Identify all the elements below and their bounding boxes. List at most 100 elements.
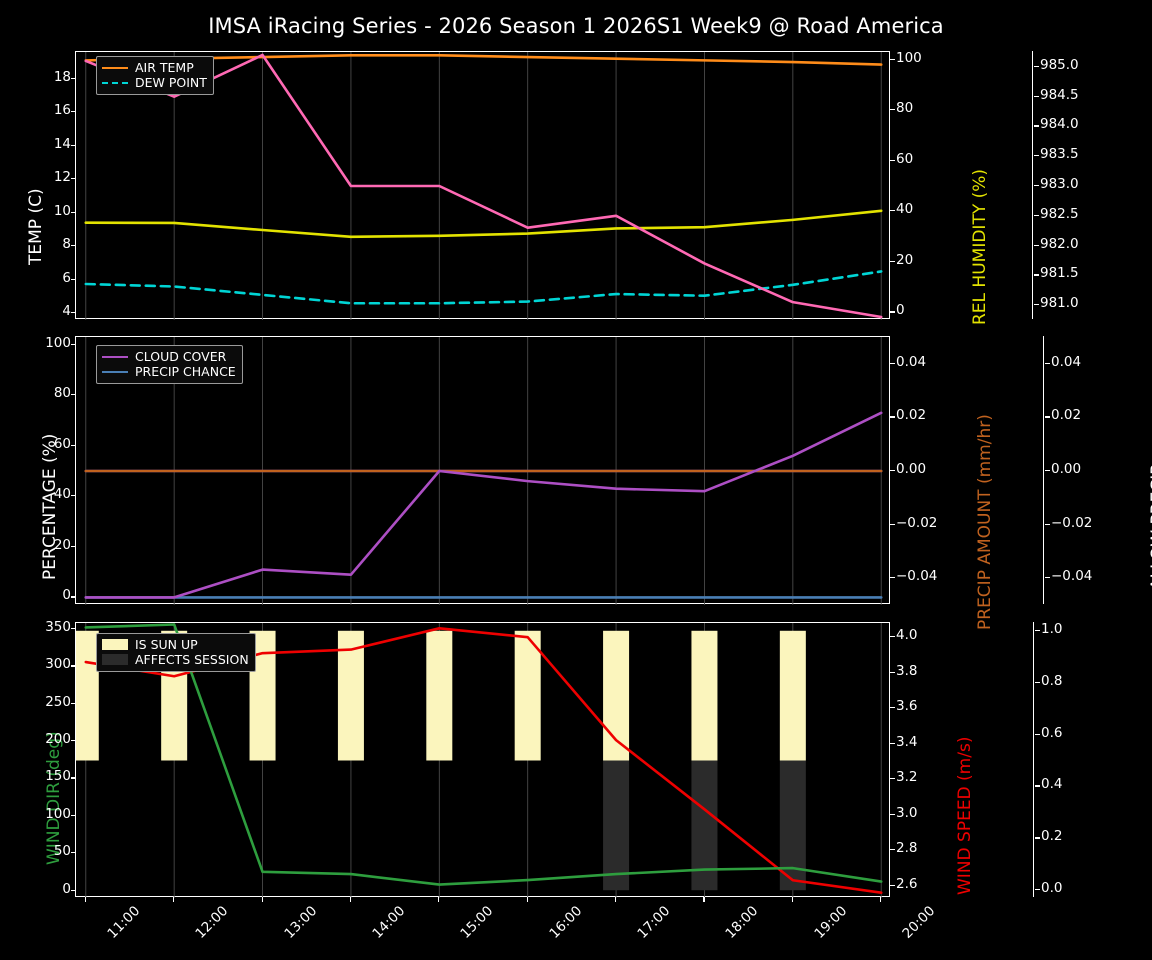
- legend-item-dew-point[interactable]: DEW POINT: [102, 75, 207, 90]
- tick-mark: [890, 778, 895, 780]
- tick-mark: [890, 362, 895, 364]
- x-axis-tick-labels: 11:00 12:00 13:00 14:00 15:00 16:00 17:00 18:00…: [0, 897, 1152, 957]
- tick-mark: [1045, 523, 1050, 525]
- tick-label: 0.00: [1051, 461, 1082, 477]
- tick-label: 8: [62, 236, 71, 253]
- tick-mark: [890, 707, 895, 709]
- tick-mark: [71, 852, 76, 854]
- tick-label: 50: [53, 843, 71, 860]
- x-tick-label: 17:00: [634, 903, 674, 942]
- tick-label: 10: [53, 202, 71, 219]
- legend-label-dew-point: DEW POINT: [135, 75, 207, 90]
- legend-item-air-temp[interactable]: AIR TEMP: [102, 60, 207, 75]
- x-tick-label: 16:00: [546, 903, 585, 942]
- tick-label: 20: [53, 536, 71, 553]
- tick-label: 2.6: [896, 875, 918, 892]
- tick-mark: [71, 814, 76, 816]
- tick-mark: [890, 470, 895, 472]
- tick-label: 6: [62, 269, 71, 286]
- tick-mark: [71, 144, 76, 146]
- tick-label: 982.0: [1040, 235, 1079, 252]
- tick-label: 0.02: [1051, 407, 1082, 424]
- tick-label: 4: [62, 303, 71, 320]
- tick-mark: [1034, 155, 1039, 157]
- tick-mark: [890, 416, 895, 418]
- tick-mark: [71, 545, 76, 548]
- tick-mark: [1034, 274, 1039, 276]
- tick-mark: [1035, 733, 1040, 735]
- legend-item-precip-chance[interactable]: PRECIP CHANCE: [102, 364, 236, 379]
- axis-label-wind-speed: WIND SPEED (m/s): [955, 736, 975, 895]
- tick-mark: [890, 523, 895, 525]
- tick-label: 2.8: [896, 840, 918, 857]
- legend-item-cloud-cover[interactable]: CLOUD COVER: [102, 349, 236, 364]
- legend-panel-cloud-precip[interactable]: CLOUD COVER PRECIP CHANCE: [96, 345, 243, 384]
- x-tick-label: 15:00: [457, 903, 497, 942]
- affects-session-patch-swatch: [102, 654, 128, 665]
- tick-mark: [1035, 837, 1040, 839]
- tick-mark: [890, 884, 895, 886]
- tick-mark: [1034, 95, 1039, 97]
- tick-label: 3.0: [896, 804, 918, 821]
- tick-label: 250: [45, 693, 71, 710]
- x-tick-mark: [84, 897, 86, 902]
- x-tick-mark: [615, 897, 617, 902]
- tick-mark: [1034, 185, 1039, 187]
- tick-label: 60: [896, 150, 914, 167]
- tick-label: 982.5: [1040, 205, 1079, 222]
- tick-mark: [890, 742, 895, 744]
- tick-label: 16: [53, 102, 71, 119]
- tick-mark: [1034, 244, 1039, 246]
- tick-label: 984.5: [1040, 86, 1079, 103]
- tick-mark: [71, 665, 76, 667]
- x-tick-mark: [349, 897, 352, 902]
- tick-label: 14: [53, 135, 71, 152]
- x-tick-label: 14:00: [369, 903, 409, 942]
- legend-item-affects-session[interactable]: AFFECTS SESSION: [102, 652, 249, 667]
- tick-mark: [890, 58, 895, 60]
- tick-mark: [1034, 304, 1039, 306]
- tick-label: 40: [896, 201, 914, 218]
- tick-mark: [71, 245, 76, 247]
- legend-label-air-temp: AIR TEMP: [135, 60, 194, 75]
- tick-mark: [1034, 214, 1039, 216]
- legend-panel-wind-sun[interactable]: IS SUN UP AFFECTS SESSION: [96, 633, 256, 672]
- tick-label: 60: [53, 435, 71, 452]
- x-tick-mark: [791, 897, 794, 902]
- tick-mark: [1035, 785, 1040, 787]
- tick-mark: [71, 111, 76, 113]
- tick-label: 0.0: [1041, 880, 1063, 897]
- figure-title: IMSA iRacing Series - 2026 Season 1 2026…: [208, 14, 944, 38]
- tick-label: 20: [896, 251, 914, 268]
- tick-label: 3.4: [896, 733, 918, 750]
- legend-label-cloud-cover: CLOUD COVER: [135, 349, 227, 364]
- tick-mark: [71, 495, 76, 497]
- tick-label: −0.02: [1051, 514, 1093, 531]
- tick-mark: [890, 260, 895, 263]
- x-tick-mark: [703, 897, 705, 902]
- tick-mark: [1034, 125, 1039, 127]
- tick-mark: [890, 159, 895, 161]
- tick-label: 200: [45, 731, 71, 748]
- air-temp-line-swatch: [102, 66, 128, 69]
- tick-label: −0.02: [896, 514, 938, 531]
- legend-panel-temperature[interactable]: AIR TEMP DEW POINT: [96, 56, 214, 95]
- legend-item-is-sun-up[interactable]: IS SUN UP: [102, 637, 249, 652]
- tick-mark: [71, 178, 76, 180]
- x-tick-label: 11:00: [104, 903, 143, 942]
- x-tick-label: 12:00: [192, 903, 232, 942]
- tick-mark: [1045, 470, 1050, 472]
- x-tick-mark: [261, 897, 263, 902]
- tick-label: 3.8: [896, 662, 918, 679]
- tick-mark: [71, 889, 76, 891]
- tick-mark: [71, 77, 76, 79]
- tick-mark: [71, 278, 76, 280]
- tick-mark: [1035, 681, 1040, 683]
- tick-label: 350: [45, 618, 71, 635]
- tick-mark: [890, 849, 895, 851]
- tick-label: 0.8: [1041, 672, 1063, 689]
- tick-mark: [890, 813, 895, 815]
- tick-mark: [1035, 889, 1040, 891]
- tick-label: 0.2: [1041, 828, 1063, 845]
